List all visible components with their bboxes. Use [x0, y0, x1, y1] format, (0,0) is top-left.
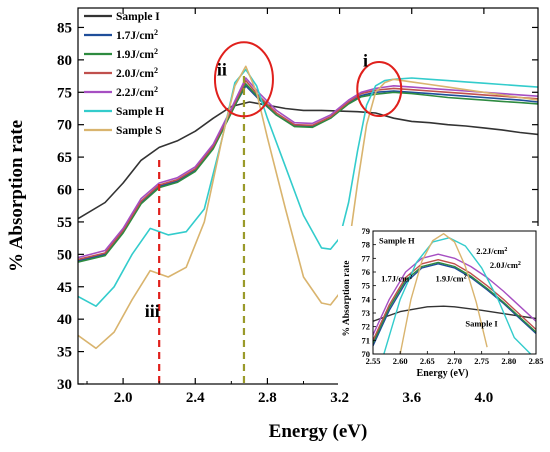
inset-label-sample-h: Sample H	[379, 235, 415, 245]
main-series-group	[78, 65, 538, 350]
y-axis-title: % Absorption rate	[6, 120, 27, 272]
inset-y-tick-label: 75	[362, 281, 371, 291]
inset-x-tick-label: 2.75	[474, 356, 489, 366]
y-tick-label: 75	[57, 85, 72, 101]
x-axis-title: Energy (eV)	[269, 421, 368, 442]
inset-x-tick-label: 2.55	[366, 356, 381, 366]
main-series-line-2-0j-cm2	[78, 79, 538, 261]
y-tick-label: 85	[57, 20, 72, 36]
y-tick-label: 45	[57, 280, 72, 296]
main-series-line-sample-h	[78, 68, 538, 307]
inset-label-2-0j-cm2: 2.0J/cm2	[490, 260, 521, 270]
inset-series-line-sample-h	[383, 237, 532, 354]
main-series-line-sample-i	[78, 101, 538, 220]
x-tick-label: 2.4	[186, 390, 205, 406]
inset-y-tick-label: 71	[362, 335, 371, 345]
main-plot-frame	[77, 7, 539, 385]
inset-y-tick-label: 72	[362, 322, 371, 332]
inset-x-tick-label: 2.80	[501, 356, 516, 366]
main-series-line-sample-s	[78, 65, 538, 350]
y-tick-label: 65	[57, 150, 72, 166]
legend-label-2-2j-cm2: 2.2J/cm2	[116, 85, 158, 100]
inset-y-tick-label: 70	[362, 349, 371, 359]
legend-label-1-9j-cm2: 1.9J/cm2	[116, 47, 158, 62]
inset-series-line-1-7j-cm2	[373, 263, 536, 347]
legend-label-sample-i: Sample I	[116, 11, 160, 23]
legend-label-1-7j-cm2: 1.7J/cm2	[116, 28, 158, 43]
y-tick-label: 30	[57, 377, 72, 393]
y-tick-label: 70	[57, 118, 72, 134]
highlight-circle-2	[356, 61, 403, 118]
inset-label-sample-i: Sample I	[465, 319, 498, 329]
inset-y-tick-label: 73	[362, 308, 371, 318]
inset-x-axis-title: Energy (eV)	[417, 368, 469, 379]
x-tick-label: 3.2	[330, 390, 349, 406]
y-tick-label: 40	[57, 312, 72, 328]
legend-label-sample-s: Sample S	[116, 125, 162, 137]
legend-label-2-0j-cm2: 2.0J/cm2	[116, 66, 158, 81]
inset-series-line-2-2j-cm2	[373, 253, 536, 336]
inset-series-line-2-0j-cm2	[373, 259, 536, 341]
main-series-line-1-9j-cm2	[78, 83, 538, 263]
y-tick-label: 35	[57, 345, 72, 361]
x-tick-label: 2.8	[258, 390, 277, 406]
inset-plot: 2.55 2.60 2.65 2.70 2.75 2.80 2.85 70 71 72 73 74 75…	[338, 226, 543, 390]
highlight-circle-1	[213, 41, 274, 118]
inset-y-tick-label: 77	[362, 253, 371, 263]
annotation-i: i	[363, 50, 368, 70]
inset-y-tick-label: 78	[362, 240, 371, 250]
inset-series-line-sample-s	[399, 233, 488, 354]
inset-label-1-9j-cm2: 1.9J/cm2	[435, 274, 466, 284]
main-series-line-2-2j-cm2	[78, 77, 538, 259]
y-tick-label: 60	[57, 183, 72, 199]
inset-series-group	[373, 233, 536, 354]
inset-x-tick-label: 2.70	[447, 356, 462, 366]
x-tick-label: 3.6	[402, 390, 421, 406]
inset-x-tick-label: 2.85	[529, 356, 544, 366]
y-tick-label: 50	[57, 247, 72, 263]
inset-label-1-7j-cm2: 1.7J/cm2	[381, 274, 412, 284]
inset-y-axis-title: % Absorption rate	[342, 261, 352, 337]
y-tick-label: 80	[57, 53, 72, 69]
inset-x-tick-label: 2.60	[393, 356, 408, 366]
inset-y-tick-label: 79	[362, 226, 371, 236]
annotation-iii: iii	[145, 301, 160, 321]
inset-x-tick-label: 2.65	[420, 356, 435, 366]
legend-label-sample-h: Sample H	[116, 106, 164, 118]
inset-label-2-2j-cm2: 2.2J/cm2	[476, 246, 507, 256]
inset-y-tick-label: 74	[362, 294, 371, 304]
x-tick-label: 4.0	[475, 390, 494, 406]
legend: Sample I 1.7J/cm2 1.9J/cm2 2.0J/cm2 2.2J/cm2…	[84, 11, 164, 137]
inset-y-tick-label: 76	[362, 267, 371, 277]
inset-series-line-1-9j-cm2	[373, 261, 536, 344]
annotation-ii: ii	[217, 59, 227, 79]
x-tick-label: 2.0	[114, 390, 133, 406]
y-tick-label: 55	[57, 215, 72, 231]
